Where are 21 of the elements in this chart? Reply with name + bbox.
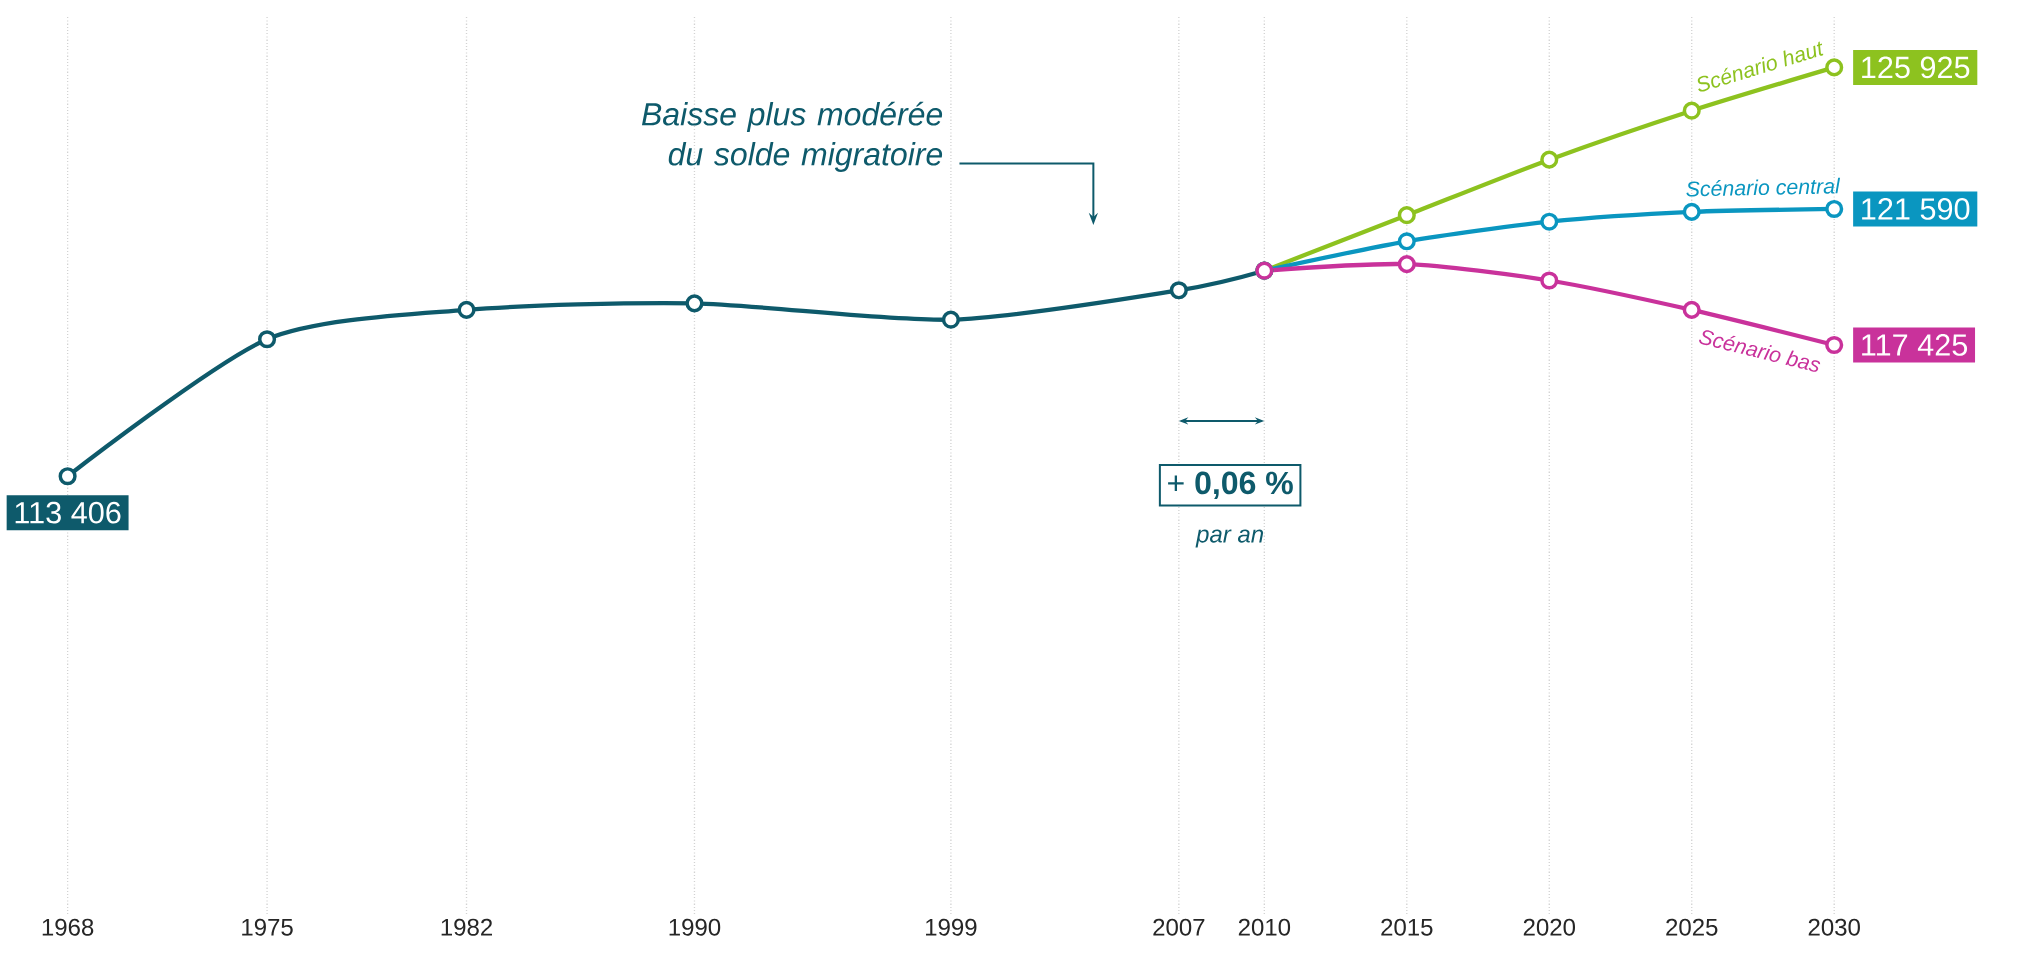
x-tick-label: 1975: [242, 918, 293, 936]
series-label: Scénario central: [1686, 177, 1841, 197]
annotation: par an: [1195, 529, 1264, 548]
x-tick-label: 1990: [669, 918, 721, 936]
x-tick-label: 2030: [1808, 918, 1860, 936]
text: Scénario bas: [1699, 330, 1821, 372]
x-tick-label: 1999: [926, 918, 977, 936]
x-tick-label: 2015: [1381, 918, 1433, 936]
x-tick-label: 2010: [1238, 918, 1291, 936]
data-label: 117 425: [1862, 334, 1968, 356]
x-tick-label: 1968: [42, 918, 94, 936]
data-label: 125 925: [1862, 56, 1970, 79]
x-tick-label: 1982: [441, 918, 492, 936]
text: Scénario haut: [1697, 41, 1824, 92]
data-label: 113 406: [15, 501, 121, 524]
x-tick-label: 2007: [1153, 918, 1205, 936]
x-tick-label: 2020: [1523, 918, 1576, 936]
annotation: Baisse plus modérée du solde migratoire: [641, 101, 943, 172]
annotation: + 0,06 %: [1168, 471, 1293, 499]
data-label: 121 590: [1862, 198, 1970, 220]
x-tick-label: 2025: [1666, 918, 1718, 936]
